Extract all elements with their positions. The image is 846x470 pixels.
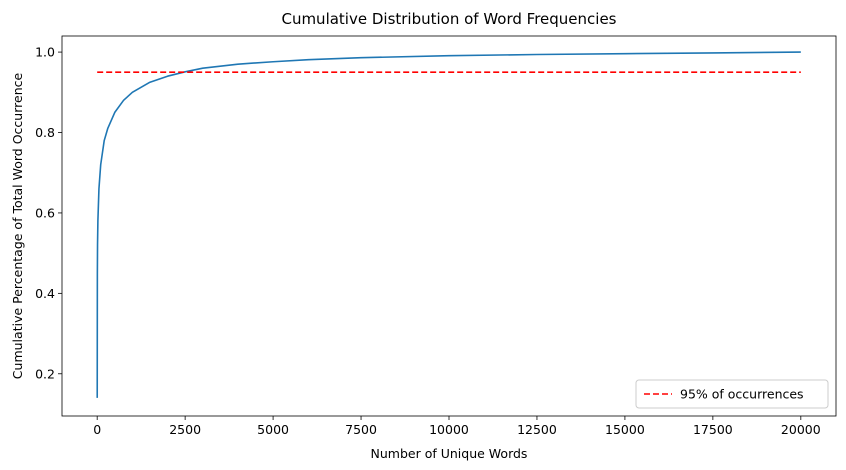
x-tick-label: 17500 xyxy=(693,422,733,437)
x-tick-label: 2500 xyxy=(169,422,201,437)
x-tick-label: 20000 xyxy=(781,422,821,437)
y-tick-label: 1.0 xyxy=(35,45,55,60)
series-layer xyxy=(96,51,801,398)
x-tick-label: 5000 xyxy=(257,422,289,437)
x-tick-label: 12500 xyxy=(517,422,557,437)
tick-layer: 0 2500 5000 7500 10000 12500 15000 17500 20000 0.… xyxy=(35,45,821,437)
x-axis-title: Number of Unique Words xyxy=(371,446,528,461)
x-tick-label: 10000 xyxy=(429,422,469,437)
plot-area-frame xyxy=(61,35,837,417)
y-tick-label: 0.6 xyxy=(35,205,55,220)
y-axis-title: Cumulative Percentage of Total Word Occu… xyxy=(10,73,25,380)
legend-label-95pct: 95% of occurrences xyxy=(680,387,804,402)
chart-title: Cumulative Distribution of Word Frequenc… xyxy=(281,10,616,28)
y-tick-label: 0.2 xyxy=(35,366,55,381)
series-line-cumulative xyxy=(96,51,801,398)
x-tick-label: 15000 xyxy=(605,422,645,437)
y-tick-label: 0.8 xyxy=(35,125,55,140)
y-tick-label: 0.4 xyxy=(35,286,55,301)
legend: 95% of occurrences xyxy=(635,379,829,409)
x-tick-label: 0 xyxy=(93,422,101,437)
legend-box xyxy=(635,379,829,409)
x-tick-label: 7500 xyxy=(345,422,377,437)
